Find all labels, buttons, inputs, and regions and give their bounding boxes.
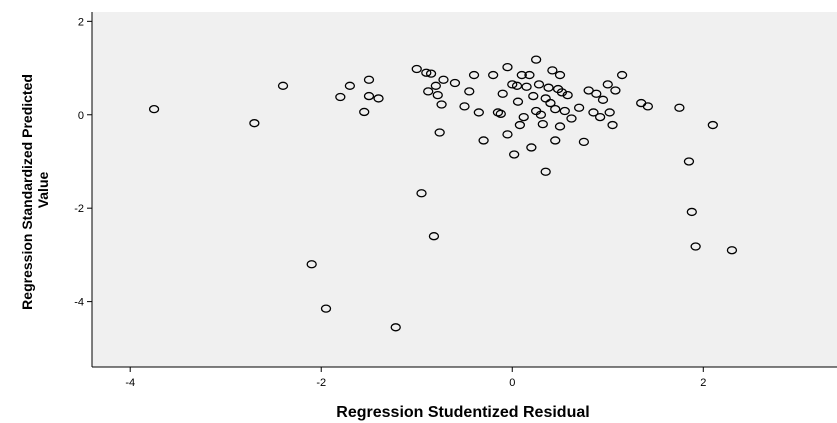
data-point — [573, 103, 585, 112]
data-point — [502, 130, 513, 139]
data-point — [559, 106, 570, 116]
data-point — [421, 68, 432, 77]
data-point — [602, 80, 613, 89]
data-point — [373, 94, 384, 103]
data-point — [436, 100, 447, 109]
data-points — [148, 55, 738, 332]
data-point — [543, 83, 554, 92]
data-point — [509, 150, 520, 159]
data-point — [148, 105, 160, 114]
data-point — [507, 80, 518, 89]
data-point — [566, 114, 577, 123]
data-point — [550, 105, 561, 114]
data-point — [686, 207, 697, 217]
data-point — [540, 167, 551, 176]
data-point — [547, 66, 558, 75]
data-point — [459, 102, 470, 111]
data-point — [468, 70, 480, 80]
data-point — [512, 97, 524, 106]
data-point — [344, 81, 356, 90]
y-tick-label: 0 — [78, 110, 84, 122]
data-point — [597, 95, 609, 104]
data-point — [430, 81, 441, 90]
data-point — [674, 103, 685, 112]
data-point — [478, 136, 489, 145]
y-tick-label: 2 — [78, 16, 84, 28]
data-point — [550, 136, 561, 145]
data-point — [359, 107, 370, 117]
plot-area — [92, 12, 837, 367]
data-point — [578, 137, 590, 147]
x-tick-label: 2 — [700, 377, 706, 389]
data-point — [545, 98, 556, 108]
data-point — [528, 91, 539, 101]
data-point — [423, 87, 434, 96]
y-axis-title-line1: Regression Standardized Predicted — [19, 74, 35, 310]
x-axis-title: Regression Studentized Residual — [336, 404, 589, 421]
data-point — [607, 120, 618, 130]
data-point — [438, 75, 449, 84]
y-tick-label: -4 — [74, 297, 84, 309]
data-point — [588, 108, 599, 117]
data-point — [616, 70, 628, 80]
data-point — [533, 80, 545, 89]
x-tick-label: -4 — [125, 377, 135, 389]
data-point — [562, 90, 573, 100]
data-point — [434, 128, 445, 137]
data-point — [473, 108, 484, 117]
data-point — [514, 120, 526, 130]
data-point — [411, 64, 422, 74]
x-ticks: -4 -2 0 2 — [125, 367, 706, 389]
data-point — [428, 232, 440, 241]
data-point — [511, 81, 523, 90]
data-point — [726, 246, 738, 255]
data-point — [502, 62, 513, 72]
data-point — [554, 122, 566, 131]
data-point — [690, 242, 701, 251]
data-point — [464, 87, 475, 96]
data-point — [277, 81, 289, 90]
data-point — [591, 89, 602, 98]
x-tick-label: 0 — [509, 377, 515, 389]
data-point — [535, 110, 547, 119]
data-point — [516, 70, 527, 80]
data-point — [492, 108, 504, 117]
data-point — [524, 70, 535, 80]
data-point — [537, 119, 548, 129]
data-point — [495, 109, 506, 118]
data-point — [425, 69, 437, 78]
data-point — [335, 92, 346, 102]
data-point — [306, 260, 317, 269]
data-point — [554, 70, 566, 80]
data-point — [526, 143, 537, 152]
data-point — [488, 70, 499, 80]
y-ticks: 2 0 -2 -4 — [74, 16, 92, 309]
data-point — [594, 112, 606, 122]
data-point — [432, 90, 443, 100]
data-point — [449, 78, 461, 88]
data-point — [249, 119, 260, 128]
data-point — [497, 89, 508, 98]
data-point — [416, 189, 427, 198]
data-point — [363, 91, 375, 101]
x-tick-label: -2 — [316, 377, 326, 389]
data-point — [518, 112, 529, 122]
data-point — [642, 102, 654, 111]
data-point — [521, 82, 532, 91]
data-point — [320, 304, 332, 313]
data-point — [610, 86, 621, 95]
data-point — [390, 323, 401, 332]
data-point — [363, 75, 375, 84]
data-point — [530, 55, 542, 64]
y-tick-label: -2 — [74, 203, 84, 215]
y-axis-title: Regression Standardized Predicted Value — [19, 70, 51, 310]
data-point — [707, 120, 718, 130]
y-axis-title-line2: Value — [35, 172, 51, 209]
data-point — [604, 108, 615, 117]
data-point — [683, 157, 695, 166]
